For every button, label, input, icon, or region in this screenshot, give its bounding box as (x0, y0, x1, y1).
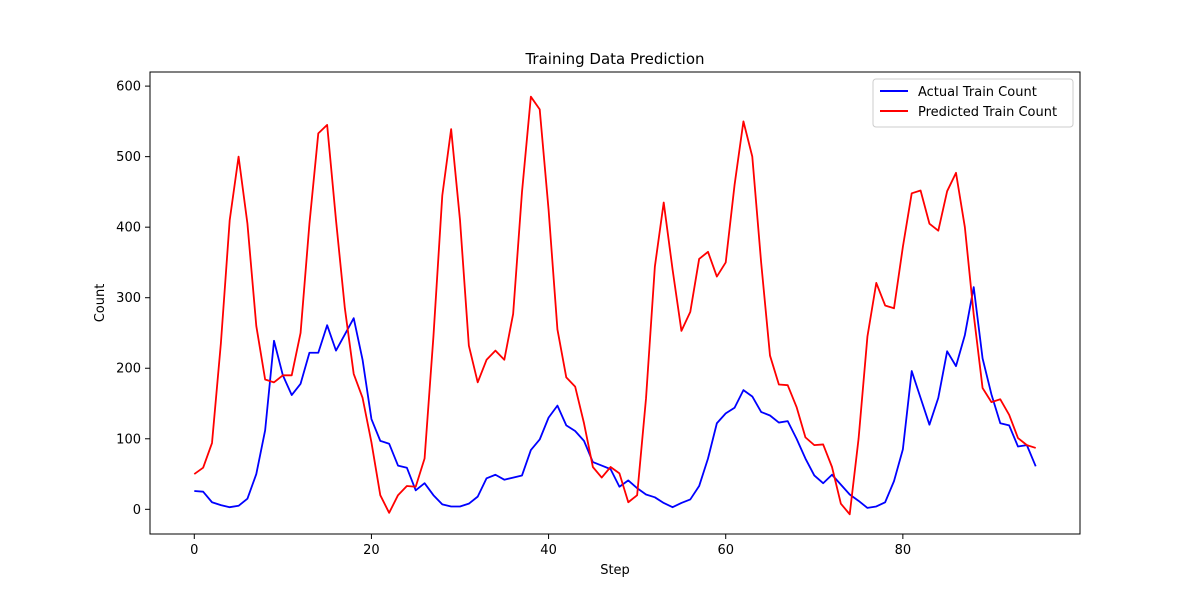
series-line-1 (193, 95, 1036, 516)
series-line-0 (194, 286, 1037, 509)
y-tick-label: 400 (116, 221, 141, 236)
x-tick-label: 80 (895, 543, 912, 558)
x-axis: 0 20 40 60 80 (190, 534, 911, 558)
x-tick-label: 0 (190, 543, 198, 558)
x-tick-label: 20 (363, 543, 380, 558)
legend: Actual Train Count Predicted Train Count (872, 78, 1074, 128)
plot-area (193, 95, 1037, 516)
y-axis: 0 100 200 300 400 500 600 (116, 80, 150, 518)
legend-label-predicted: Predicted Train Count (918, 105, 1057, 120)
y-tick-label: 500 (116, 150, 141, 165)
legend-box (872, 78, 1074, 128)
x-tick-label: 40 (540, 543, 557, 558)
y-axis-label: Count (93, 284, 108, 323)
y-tick-label: 300 (116, 291, 141, 306)
y-tick-label: 0 (133, 503, 141, 518)
x-axis-label: Step (600, 563, 630, 578)
x-tick-label: 60 (717, 543, 734, 558)
y-tick-label: 600 (116, 80, 141, 95)
axes-frame (149, 71, 1081, 535)
y-tick-label: 200 (116, 362, 141, 377)
y-tick-label: 100 (116, 432, 141, 447)
legend-label-actual: Actual Train Count (918, 85, 1037, 100)
chart-title: Training Data Prediction (524, 50, 704, 68)
